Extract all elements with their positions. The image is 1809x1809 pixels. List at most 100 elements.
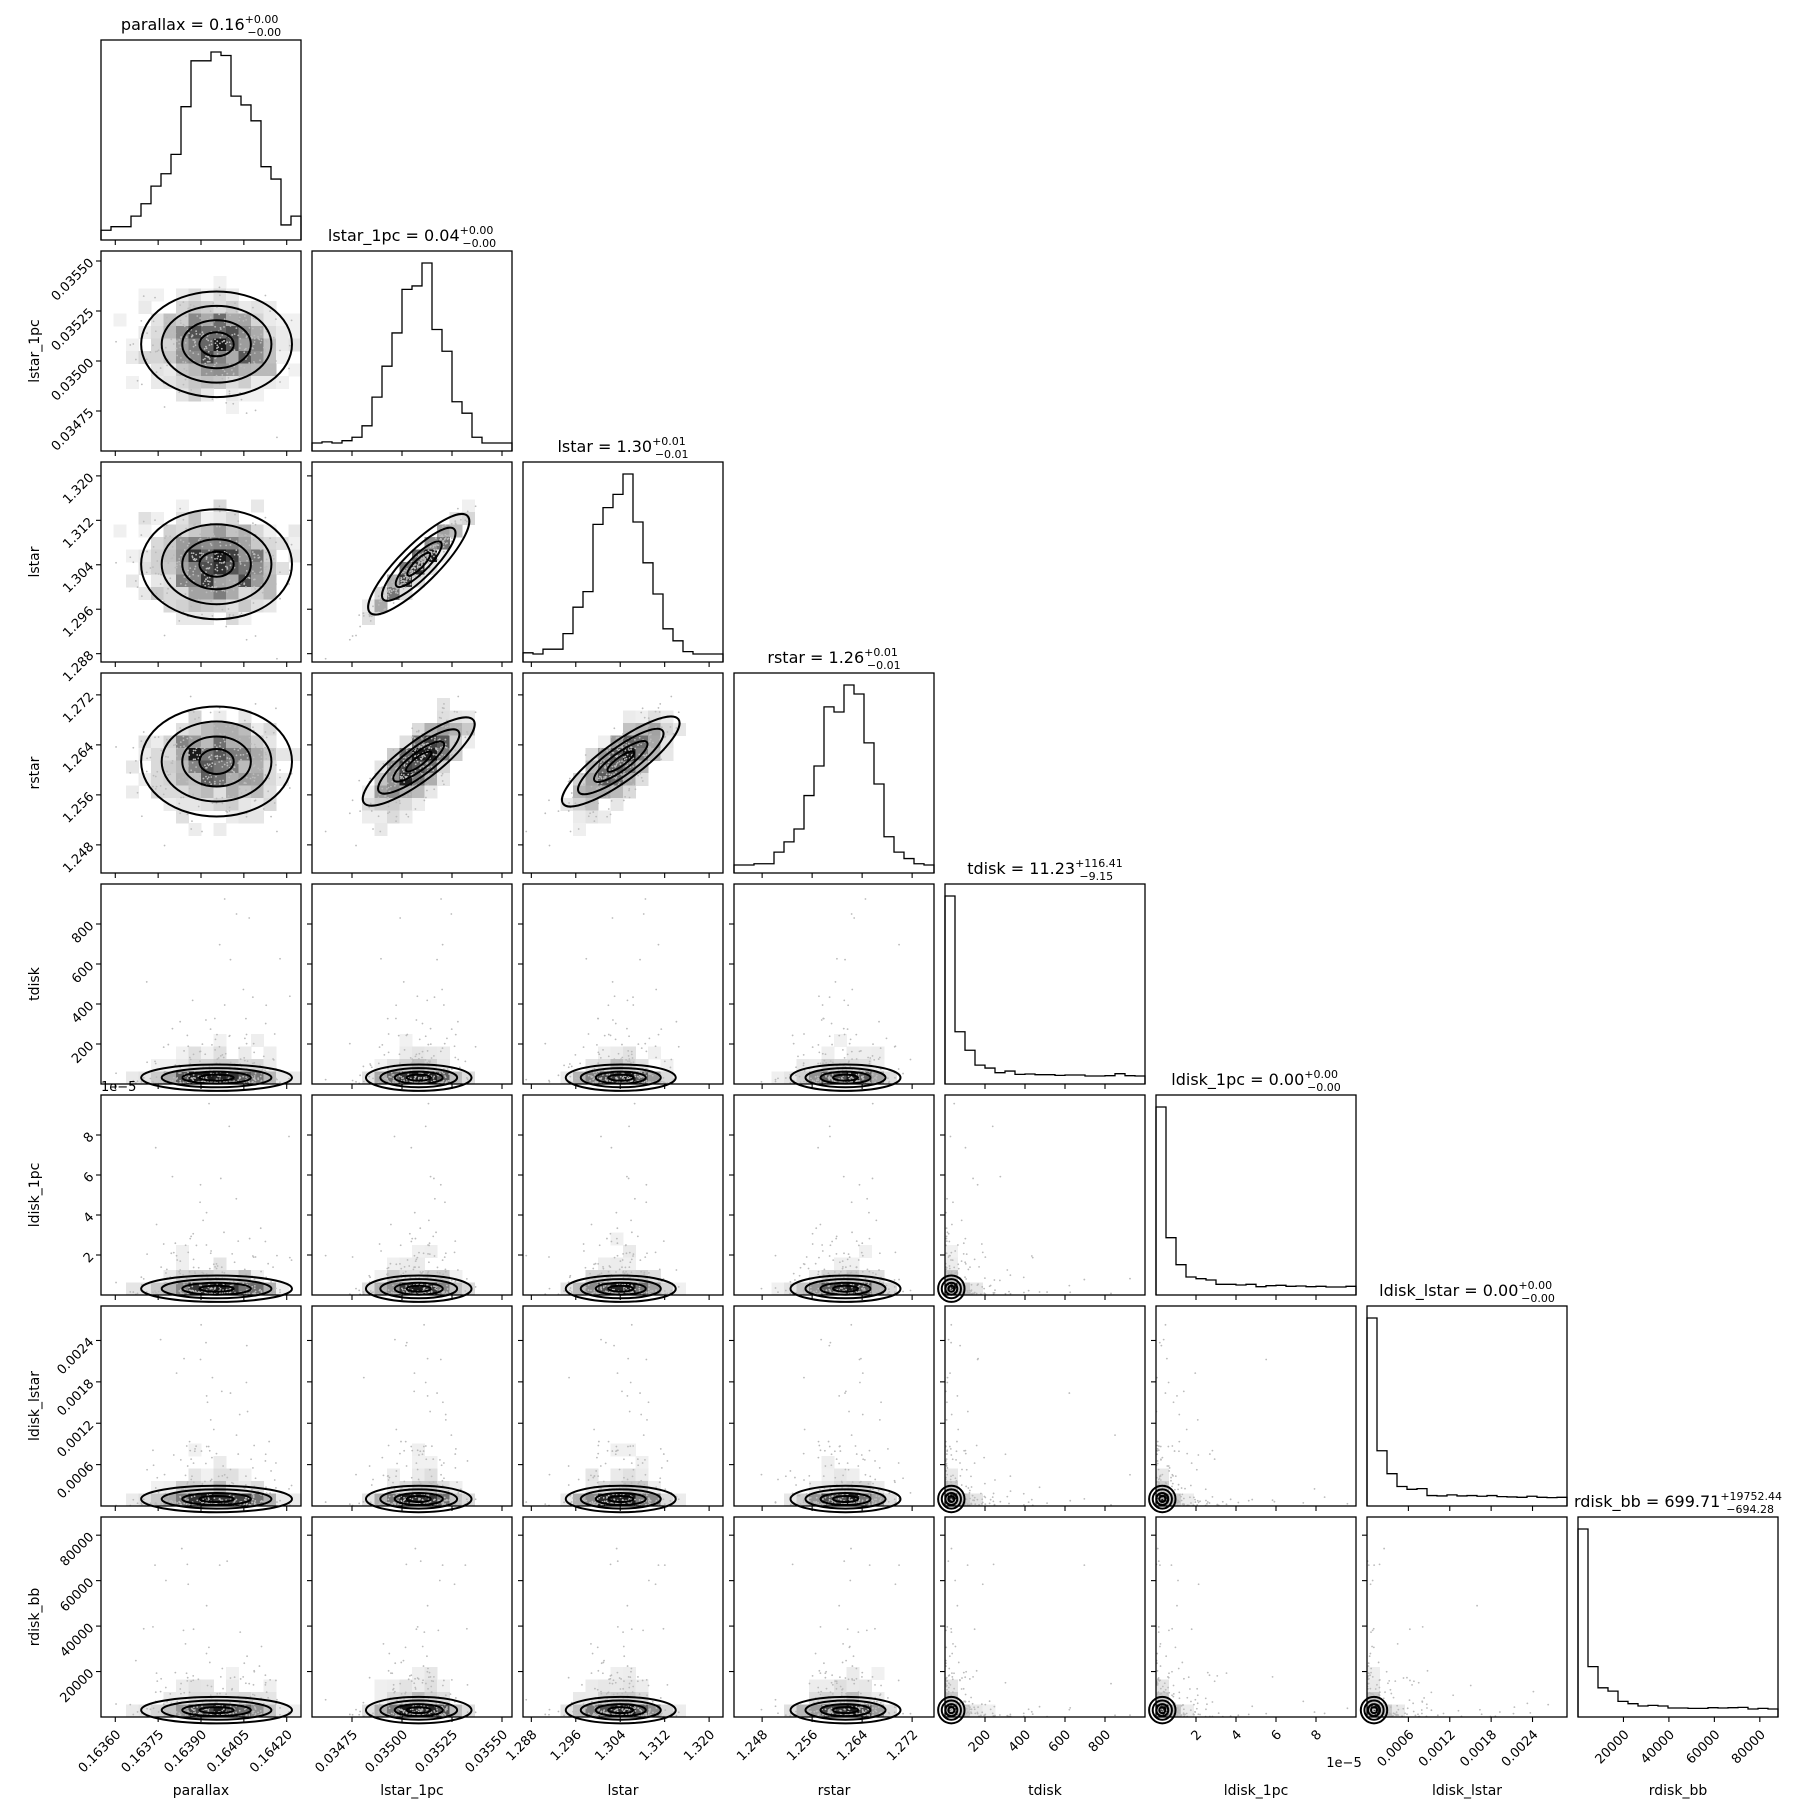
sample-point — [202, 729, 205, 732]
sample-point — [597, 782, 599, 785]
sample-point — [188, 332, 190, 335]
sample-point — [784, 1077, 787, 1079]
density-cell — [188, 587, 202, 600]
sample-point — [245, 570, 248, 572]
sample-point — [662, 1240, 665, 1243]
sample-point — [228, 341, 231, 344]
sample-point — [409, 576, 412, 579]
y-tick-label: 800 — [69, 919, 97, 947]
sample-point — [215, 746, 218, 749]
sample-point — [276, 830, 278, 833]
sample-point — [605, 1079, 608, 1082]
sample-point — [647, 745, 650, 748]
sample-point — [617, 1052, 620, 1055]
sample-point — [238, 1270, 241, 1273]
sample-point — [625, 757, 628, 760]
sample-point — [254, 746, 257, 749]
sample-point — [238, 1076, 241, 1079]
sample-point — [205, 1019, 207, 1021]
sample-point — [600, 782, 603, 784]
sample-point — [401, 776, 404, 778]
sample-point — [253, 337, 256, 340]
sample-point — [647, 717, 650, 720]
sample-point — [434, 544, 437, 547]
sample-point — [370, 1066, 373, 1069]
sample-point — [275, 1287, 277, 1290]
sample-point — [207, 743, 210, 746]
sample-point — [868, 1062, 871, 1065]
sample-point — [627, 1177, 630, 1180]
sample-point — [655, 726, 657, 729]
sample-point — [615, 1076, 618, 1079]
sample-point — [432, 1285, 435, 1288]
sample-point — [819, 1062, 822, 1065]
sample-point — [871, 1102, 874, 1105]
sample-point — [214, 1049, 216, 1051]
sample-point — [221, 334, 224, 336]
title-plus: +116.41 — [1075, 857, 1123, 870]
sample-point — [192, 751, 195, 754]
sample-point — [253, 360, 255, 363]
sample-point — [632, 765, 635, 768]
sample-point — [257, 554, 260, 557]
contour-line — [576, 727, 665, 796]
sample-point — [288, 1135, 290, 1138]
sample-point — [818, 995, 820, 998]
sample-point — [355, 1287, 357, 1290]
sample-point — [648, 1288, 650, 1290]
sample-point — [830, 1022, 833, 1025]
sample-point — [214, 581, 216, 583]
density-cell — [387, 1257, 400, 1271]
sample-point — [142, 520, 145, 523]
sample-point — [441, 943, 444, 946]
sample-point — [189, 349, 192, 352]
sample-point — [436, 1271, 439, 1274]
sample-point — [444, 1252, 447, 1255]
sample-point — [142, 1076, 145, 1079]
sample-point — [217, 1075, 220, 1078]
sample-point — [159, 784, 162, 787]
sample-point — [386, 1267, 389, 1270]
contour-line — [160, 720, 273, 803]
sample-point — [403, 781, 406, 784]
density-cell — [163, 326, 177, 339]
hist-panel-lstar: lstar = 1.30+0.01 −0.01 — [522, 435, 724, 667]
sample-point — [654, 710, 657, 713]
sample-point — [593, 1263, 595, 1266]
sample-point — [276, 1078, 278, 1081]
sample-point — [157, 573, 160, 575]
sample-point — [246, 1060, 249, 1063]
sample-point — [663, 1290, 666, 1292]
sample-point — [188, 754, 191, 756]
sample-point — [619, 786, 622, 789]
sample-point — [226, 312, 229, 315]
density-cell — [226, 748, 239, 761]
sample-point — [212, 590, 215, 592]
sample-point — [226, 757, 229, 759]
sample-point — [398, 1075, 401, 1077]
density-cell — [251, 524, 264, 538]
sample-point — [194, 559, 197, 562]
sample-point — [612, 784, 614, 787]
sample-point — [129, 344, 132, 346]
sample-point — [259, 1227, 262, 1230]
sample-point — [410, 1146, 413, 1149]
sample-point — [273, 802, 276, 804]
sample-point — [414, 755, 417, 757]
sample-point — [229, 538, 232, 540]
sample-point — [645, 1079, 648, 1082]
sample-point — [216, 564, 218, 567]
sample-point — [563, 1290, 565, 1292]
sample-point — [227, 795, 230, 797]
sample-point — [201, 564, 204, 567]
title-plus: +0.00 — [460, 224, 494, 237]
sample-point — [183, 548, 186, 551]
sample-point — [395, 767, 397, 770]
density-cell — [598, 1046, 611, 1060]
sample-point — [834, 981, 837, 983]
sample-point — [599, 761, 602, 764]
contour-line — [377, 728, 461, 795]
sample-point — [233, 771, 236, 774]
sample-point — [402, 774, 405, 776]
sample-point — [169, 535, 172, 538]
